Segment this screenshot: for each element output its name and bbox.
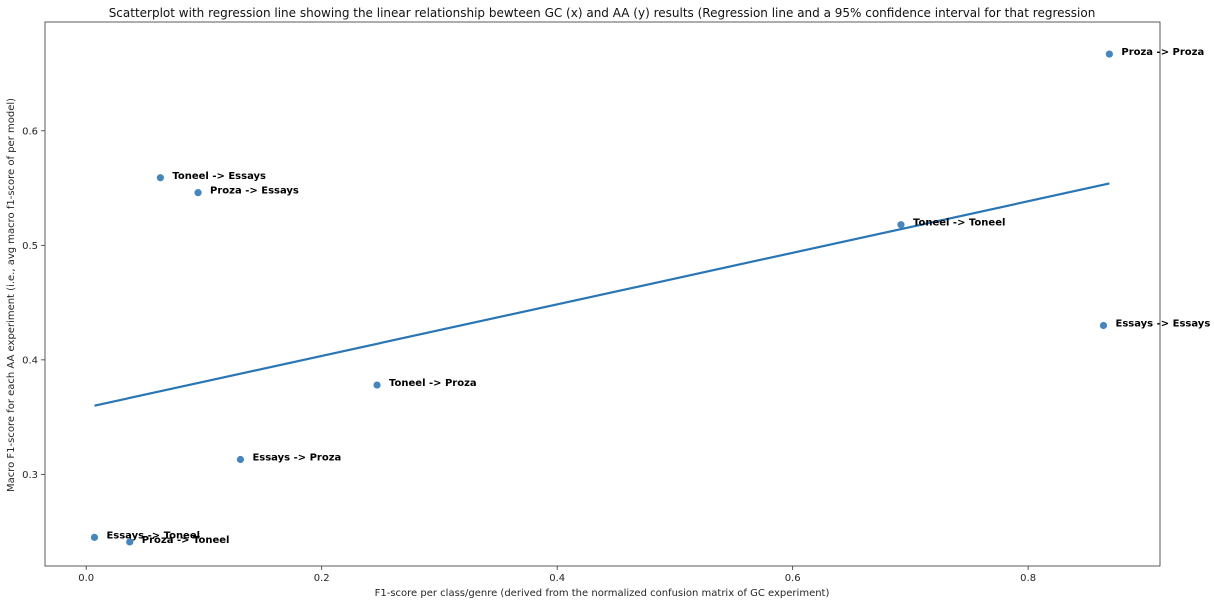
plot-area: Proza -> Proza Toneel -> Essays Proza -> E…: [90, 47, 1210, 546]
data-point: [126, 538, 134, 546]
data-point: [194, 189, 202, 197]
point-label: Toneel -> Proza: [389, 378, 477, 389]
data-point: [1105, 50, 1113, 58]
point-label: Proza -> Essays: [210, 186, 299, 197]
y-tick-label: 0.3: [22, 470, 38, 481]
y-tick-label: 0.5: [22, 241, 38, 252]
point-label: Toneel -> Toneel: [913, 218, 1005, 229]
chart-title: Scatterplot with regression line showing…: [109, 6, 1096, 20]
y-tick-label: 0.6: [22, 126, 38, 137]
data-point: [90, 533, 99, 541]
y-axis: 0.3 0.4 0.5 0.6: [22, 126, 45, 481]
data-point: [373, 381, 381, 389]
x-tick-label: 0.0: [78, 573, 94, 584]
point-label: Proza -> Toneel: [142, 535, 230, 546]
x-tick-label: 0.4: [549, 573, 565, 584]
x-axis: 0.0 0.2 0.4 0.6 0.8: [78, 566, 1036, 584]
point-label: Essays -> Proza: [252, 452, 341, 463]
data-point: [156, 174, 164, 182]
point-label: Toneel -> Essays: [172, 171, 266, 182]
y-tick-label: 0.4: [22, 355, 38, 366]
point-label: Essays -> Toneel: [106, 530, 200, 541]
x-axis-label: F1-score per class/genre (derived from t…: [375, 588, 830, 599]
data-point: [897, 221, 905, 229]
x-tick-label: 0.8: [1020, 573, 1036, 584]
point-label: Proza -> Proza: [1121, 47, 1204, 58]
y-axis-label: Macro F1-score for each AA experiment (i…: [6, 98, 17, 492]
data-point: [236, 455, 245, 464]
regression-line: [94, 182, 1110, 407]
x-tick-label: 0.6: [785, 573, 801, 584]
x-tick-label: 0.2: [314, 573, 330, 584]
point-label: Essays -> Essays: [1115, 318, 1210, 329]
data-point: [1099, 321, 1108, 330]
plot-frame: [44, 21, 1161, 567]
